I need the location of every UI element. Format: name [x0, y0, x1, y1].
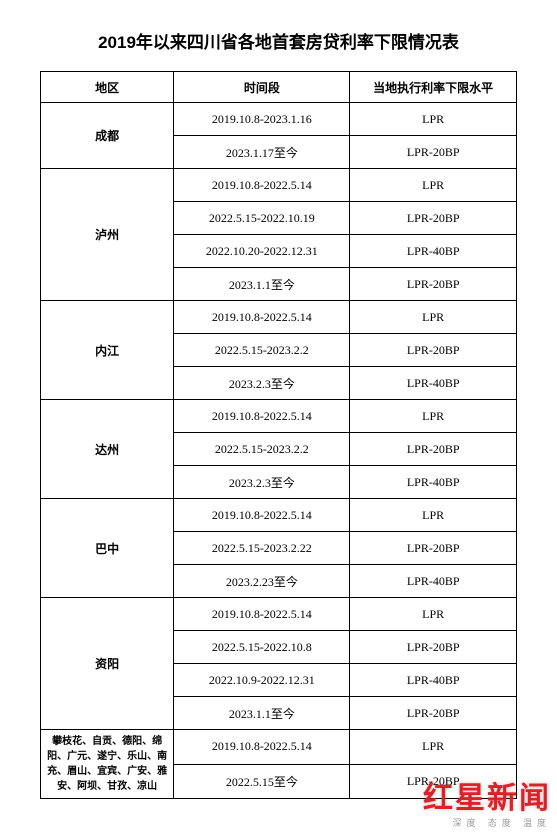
rate-cell: LPR-40BP	[350, 565, 517, 598]
rate-cell: LPR-20BP	[350, 631, 517, 664]
rate-cell: LPR	[350, 301, 517, 334]
rate-cell: LPR	[350, 400, 517, 433]
table-row: 泸州2019.10.8-2022.5.14LPR	[41, 169, 517, 202]
period-cell: 2022.5.15-2023.2.2	[174, 433, 350, 466]
table-row: 达州2019.10.8-2022.5.14LPR	[41, 400, 517, 433]
period-cell: 2023.1.17至今	[174, 136, 350, 169]
rate-cell: LPR-20BP	[350, 764, 517, 799]
rate-table: 地区 时间段 当地执行利率下限水平 成都2019.10.8-2023.1.16L…	[40, 71, 517, 799]
rate-cell: LPR-20BP	[350, 202, 517, 235]
period-cell: 2022.5.15-2023.2.2	[174, 334, 350, 367]
region-cell: 攀枝花、自贡、德阳、绵阳、广元、遂宁、乐山、南充、眉山、宜宾、广安、雅安、阿坝、…	[41, 730, 174, 799]
rate-cell: LPR	[350, 103, 517, 136]
period-cell: 2022.10.9-2022.12.31	[174, 664, 350, 697]
period-cell: 2023.1.1至今	[174, 697, 350, 730]
region-cell: 达州	[41, 400, 174, 499]
header-region: 地区	[41, 72, 174, 103]
page-title: 2019年以来四川省各地首套房贷利率下限情况表	[40, 28, 517, 53]
header-rate: 当地执行利率下限水平	[350, 72, 517, 103]
rate-cell: LPR-40BP	[350, 664, 517, 697]
rate-cell: LPR-20BP	[350, 334, 517, 367]
rate-cell: LPR-40BP	[350, 466, 517, 499]
period-cell: 2019.10.8-2022.5.14	[174, 598, 350, 631]
region-cell: 内江	[41, 301, 174, 400]
period-cell: 2019.10.8-2023.1.16	[174, 103, 350, 136]
period-cell: 2019.10.8-2022.5.14	[174, 169, 350, 202]
rate-cell: LPR	[350, 499, 517, 532]
rate-cell: LPR-40BP	[350, 235, 517, 268]
rate-cell: LPR-20BP	[350, 268, 517, 301]
period-cell: 2023.2.3至今	[174, 466, 350, 499]
period-cell: 2019.10.8-2022.5.14	[174, 730, 350, 765]
period-cell: 2023.2.3至今	[174, 367, 350, 400]
rate-cell: LPR-20BP	[350, 532, 517, 565]
rate-cell: LPR	[350, 598, 517, 631]
region-cell: 资阳	[41, 598, 174, 730]
region-cell: 成都	[41, 103, 174, 169]
period-cell: 2019.10.8-2022.5.14	[174, 400, 350, 433]
period-cell: 2022.5.15至今	[174, 764, 350, 799]
period-cell: 2022.5.15-2023.2.22	[174, 532, 350, 565]
rate-cell: LPR	[350, 169, 517, 202]
table-row: 成都2019.10.8-2023.1.16LPR	[41, 103, 517, 136]
rate-cell: LPR-20BP	[350, 697, 517, 730]
period-cell: 2019.10.8-2022.5.14	[174, 301, 350, 334]
table-row: 攀枝花、自贡、德阳、绵阳、广元、遂宁、乐山、南充、眉山、宜宾、广安、雅安、阿坝、…	[41, 730, 517, 765]
table-row: 巴中2019.10.8-2022.5.14LPR	[41, 499, 517, 532]
rate-cell: LPR-40BP	[350, 367, 517, 400]
region-cell: 泸州	[41, 169, 174, 301]
region-cell: 巴中	[41, 499, 174, 598]
table-row: 资阳2019.10.8-2022.5.14LPR	[41, 598, 517, 631]
period-cell: 2022.5.15-2022.10.19	[174, 202, 350, 235]
rate-cell: LPR-20BP	[350, 433, 517, 466]
rate-cell: LPR-20BP	[350, 136, 517, 169]
header-period: 时间段	[174, 72, 350, 103]
period-cell: 2019.10.8-2022.5.14	[174, 499, 350, 532]
period-cell: 2023.1.1至今	[174, 268, 350, 301]
period-cell: 2022.5.15-2022.10.8	[174, 631, 350, 664]
period-cell: 2022.10.20-2022.12.31	[174, 235, 350, 268]
table-row: 内江2019.10.8-2022.5.14LPR	[41, 301, 517, 334]
period-cell: 2023.2.23至今	[174, 565, 350, 598]
rate-cell: LPR	[350, 730, 517, 765]
